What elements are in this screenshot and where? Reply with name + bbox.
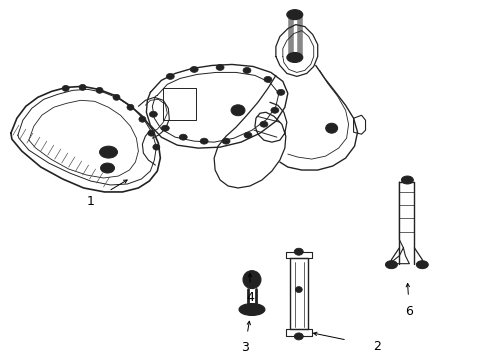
- Ellipse shape: [62, 85, 69, 91]
- Ellipse shape: [139, 116, 145, 122]
- Ellipse shape: [401, 176, 412, 184]
- Ellipse shape: [264, 76, 271, 82]
- Text: 6: 6: [405, 305, 412, 318]
- Ellipse shape: [385, 261, 397, 269]
- Ellipse shape: [325, 123, 337, 133]
- Ellipse shape: [161, 125, 169, 131]
- Text: 3: 3: [241, 341, 248, 354]
- Ellipse shape: [295, 287, 302, 293]
- Ellipse shape: [153, 144, 160, 150]
- Ellipse shape: [230, 105, 244, 116]
- Text: 2: 2: [373, 340, 381, 353]
- Ellipse shape: [147, 130, 155, 136]
- Ellipse shape: [101, 163, 114, 173]
- Ellipse shape: [166, 73, 174, 80]
- Ellipse shape: [260, 121, 267, 127]
- Ellipse shape: [149, 111, 157, 117]
- Ellipse shape: [294, 333, 303, 340]
- Ellipse shape: [286, 53, 302, 62]
- Ellipse shape: [246, 275, 256, 285]
- Ellipse shape: [216, 64, 224, 71]
- Ellipse shape: [239, 303, 264, 315]
- Ellipse shape: [100, 146, 117, 158]
- Ellipse shape: [190, 67, 198, 72]
- Ellipse shape: [294, 248, 303, 255]
- Ellipse shape: [79, 84, 86, 90]
- Text: 1: 1: [86, 195, 94, 208]
- Ellipse shape: [222, 138, 229, 144]
- Ellipse shape: [243, 67, 250, 73]
- Ellipse shape: [244, 132, 251, 138]
- Text: 4: 4: [245, 291, 253, 304]
- Ellipse shape: [270, 107, 278, 113]
- Ellipse shape: [113, 94, 120, 100]
- Ellipse shape: [276, 89, 285, 95]
- Ellipse shape: [200, 138, 208, 144]
- Ellipse shape: [286, 10, 302, 20]
- Ellipse shape: [179, 134, 187, 140]
- Ellipse shape: [243, 271, 261, 289]
- Ellipse shape: [96, 87, 103, 93]
- Ellipse shape: [415, 261, 427, 269]
- Ellipse shape: [244, 306, 260, 314]
- Ellipse shape: [127, 104, 134, 110]
